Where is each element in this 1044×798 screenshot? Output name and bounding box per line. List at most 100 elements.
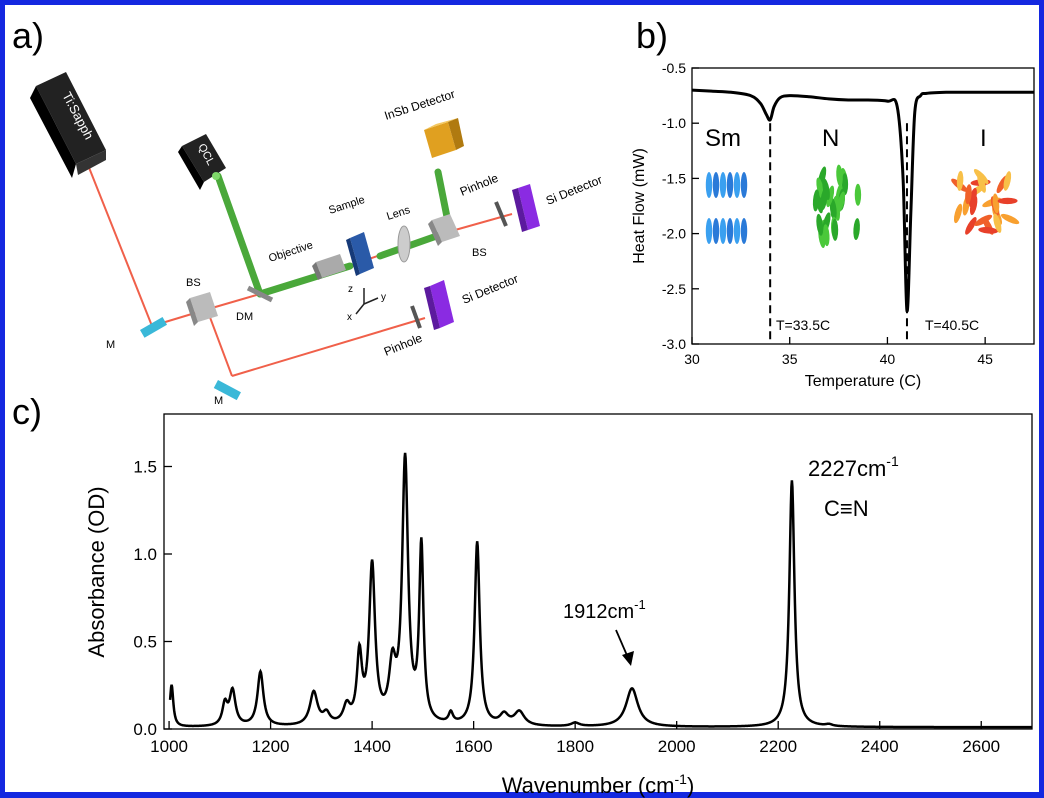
b-y-tick-label: -2.0 (662, 226, 686, 242)
b-x-tick-label: 45 (977, 351, 993, 367)
c-x-tick-label: 1800 (556, 737, 594, 756)
sample-label: Sample (327, 194, 366, 217)
annotation-arrow-1912 (615, 629, 634, 666)
m-bottom-label: M (214, 395, 223, 407)
objective-label: Objective (267, 239, 314, 265)
b-transition-label-1: T=33.5C (776, 317, 830, 333)
isotropic-molecule (965, 217, 977, 235)
si-detector-top: Si Detector (512, 173, 604, 232)
smectic-molecule (740, 218, 748, 244)
optical-setup-diagram: Ti:Sapph QCL InSb Detector Si Detector P… (30, 72, 604, 407)
si-detector-bottom: Si Detector (424, 272, 520, 330)
annotation-2227: 2227cm-1 (808, 453, 899, 481)
c-plot-frame (163, 413, 1033, 730)
si-detector-top-label: Si Detector (544, 173, 604, 208)
annotation-cn: C≡N (824, 496, 869, 521)
nematic-molecules-illustration (812, 164, 862, 248)
nematic-molecule (854, 183, 862, 206)
tisapph-laser: Ti:Sapph (30, 72, 106, 178)
c-x-tick-label: 2600 (962, 737, 1000, 756)
axis-x-label: x (347, 312, 352, 323)
pinhole-top-label: Pinhole (458, 171, 501, 199)
mirror-top (140, 317, 168, 338)
nematic-molecule (826, 185, 835, 208)
isotropic-molecule (993, 213, 1002, 233)
nematic-molecule (822, 224, 830, 247)
c-x-tick-label: 2000 (658, 737, 696, 756)
c-y-tick-label: 0.5 (133, 633, 157, 652)
c-x-tick-label: 1200 (252, 737, 290, 756)
b-phase-n: N (822, 125, 839, 152)
panel-label-c: c) (12, 391, 42, 432)
dsc-chart: 30 35 40 45 -0.5 -1.0 -1.5 -2.0 -2.5 -3.0 Tempera… (631, 60, 1035, 390)
smectic-molecule (726, 172, 734, 198)
b-transition-label-2: T=40.5C (925, 317, 979, 333)
isotropic-molecules-illustration (951, 168, 1020, 235)
isotropic-molecule (965, 184, 972, 205)
c-x-tick-label: 1000 (150, 737, 188, 756)
nematic-molecule (816, 213, 824, 236)
nematic-molecule (836, 191, 846, 213)
c-y-tick-label: 1.5 (133, 458, 157, 477)
nematic-molecule (831, 218, 839, 241)
c-y-tick-label: 1.0 (133, 545, 157, 564)
axis-y-label: y (381, 292, 386, 303)
b-y-tick-label: -1.5 (662, 170, 686, 186)
c-y-axis-label: Absorbance (OD) (84, 486, 109, 657)
smectic-molecule (705, 218, 713, 244)
b-y-tick-label: -1.0 (662, 115, 686, 131)
panel-label-a: a) (12, 15, 44, 56)
b-y-tick-label: -2.5 (662, 281, 686, 297)
smectic-molecule (712, 218, 720, 244)
annotation-1912: 1912cm-1 (563, 597, 646, 623)
b-y-tick-label: -0.5 (662, 60, 686, 76)
b-x-tick-label: 30 (684, 351, 700, 367)
b-phase-i: I (980, 125, 987, 152)
smectic-molecule (719, 218, 727, 244)
mirror-bottom (213, 380, 241, 401)
nematic-molecule (836, 164, 843, 187)
smectic-molecule (705, 172, 713, 198)
dm-label: DM (236, 311, 253, 323)
b-x-axis-label: Temperature (C) (805, 373, 921, 390)
beamsplitter-right: BS (428, 214, 487, 259)
smectic-molecule (726, 218, 734, 244)
isotropic-molecule (969, 187, 977, 208)
isotropic-molecule (997, 197, 1018, 205)
lens-label: Lens (385, 204, 412, 223)
b-x-tick-label: 35 (782, 351, 798, 367)
isotropic-molecule (978, 227, 999, 234)
b-transition-lines (769, 123, 908, 344)
b-heatflow-line (691, 88, 1034, 313)
lens (397, 225, 411, 263)
bs-right-label: BS (472, 247, 487, 259)
m-top-label: M (106, 339, 115, 351)
b-y-tick-label: -3.0 (662, 336, 686, 352)
xyz-axes (355, 288, 379, 315)
c-x-tick-label: 1400 (353, 737, 391, 756)
c-axis-ticks: 1000 1200 1400 1600 1800 2000 2200 2400 2600 0.0 0… (133, 458, 1000, 757)
smectic-molecules-illustration (705, 172, 748, 244)
bs-left-label: BS (186, 277, 201, 289)
isotropic-molecule (953, 203, 963, 224)
ir-spectrum-chart: 1000 1200 1400 1600 1800 2000 2200 2400 2600 0.0 0… (84, 413, 1033, 798)
dichroic-mirror (246, 285, 274, 303)
b-axis-ticks: 30 35 40 45 -0.5 -1.0 -1.5 -2.0 -2.5 -3.0 (662, 60, 993, 367)
pinhole-bottom (410, 305, 422, 329)
isotropic-molecule (1000, 213, 1020, 225)
pinhole-bottom-label: Pinhole (382, 331, 425, 359)
panel-label-b: b) (636, 15, 668, 56)
pinhole-top (494, 201, 508, 227)
b-plot-frame (691, 67, 1035, 345)
axis-z-label: z (348, 284, 353, 295)
nematic-molecule (853, 218, 860, 241)
laser-beams (85, 159, 513, 377)
c-x-axis-label: Wavenumber (cm-1) (502, 771, 695, 798)
nematic-molecule (829, 198, 837, 221)
smectic-molecule (733, 172, 741, 198)
smectic-molecule (740, 172, 748, 198)
c-x-tick-label: 2200 (759, 737, 797, 756)
smectic-molecule (733, 218, 741, 244)
nematic-molecule (812, 189, 820, 212)
